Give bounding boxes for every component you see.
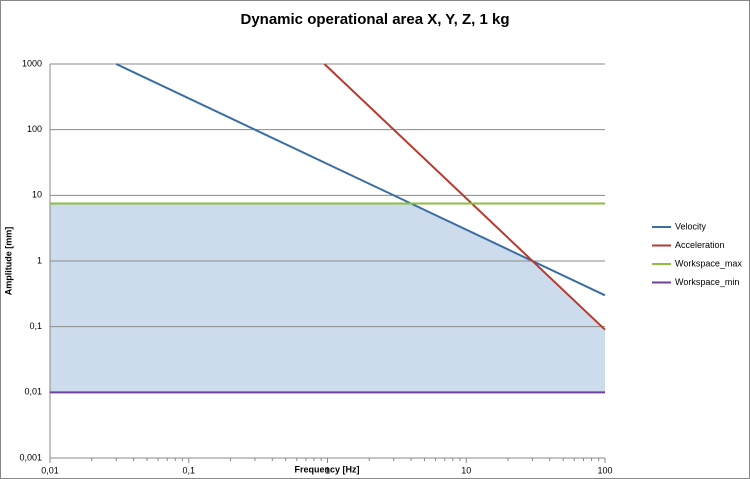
y-tick-label: 0,1: [29, 321, 42, 331]
operational-area: [50, 203, 605, 393]
legend-label: Velocity: [675, 221, 707, 231]
chart-title: Dynamic operational area X, Y, Z, 1 kg: [241, 11, 510, 28]
x-tick-label: 100: [597, 465, 612, 475]
x-tick-label: 0,1: [182, 465, 195, 475]
y-axis-title: Amplitude [mm]: [3, 227, 13, 296]
y-tick-label: 0,001: [19, 452, 42, 462]
y-tick-label: 1000: [22, 58, 42, 68]
x-axis-title: Frequency [Hz]: [294, 464, 359, 474]
y-tick-label: 100: [27, 124, 42, 134]
series-line: [115, 63, 606, 297]
series-line: [323, 63, 606, 331]
x-tick-label: 0,01: [41, 465, 59, 475]
legend-label: Workspace_max: [675, 258, 742, 268]
x-tick-label: 1: [325, 465, 330, 475]
y-tick-label: 0,01: [24, 387, 42, 397]
y-tick-label: 10: [32, 190, 42, 200]
legend-label: Acceleration: [675, 240, 725, 250]
x-tick-label: 10: [461, 465, 471, 475]
y-tick-label: 1: [37, 255, 42, 265]
legend-label: Workspace_min: [675, 277, 739, 287]
